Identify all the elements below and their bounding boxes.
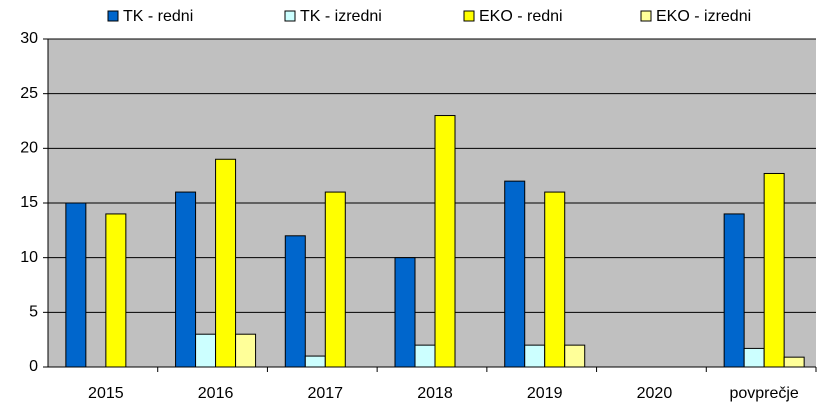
legend-label: EKO - redni [479, 8, 563, 25]
bar [105, 213, 127, 368]
y-tick-label: 25 [20, 85, 38, 102]
bar [434, 115, 456, 368]
x-tick-label: 2019 [527, 385, 563, 402]
bar [284, 235, 306, 368]
y-tick-label: 0 [29, 358, 38, 375]
bar [414, 344, 436, 368]
legend-label: TK - izredni [300, 8, 382, 25]
y-tick-label: 15 [20, 194, 38, 211]
bar [304, 355, 326, 368]
bar [65, 202, 87, 368]
bar [723, 213, 745, 368]
bar [504, 180, 526, 368]
legend-swatch [463, 10, 475, 22]
legend-label: EKO - izredni [656, 8, 751, 25]
bar [763, 172, 785, 368]
y-tick-label: 20 [20, 140, 38, 157]
legend-label: TK - redni [123, 8, 193, 25]
bar [394, 257, 416, 368]
bar [743, 347, 765, 368]
bar [524, 344, 546, 368]
y-tick-label: 5 [29, 304, 38, 321]
bar [544, 191, 566, 368]
y-tick-label: 10 [20, 249, 38, 266]
legend-swatch [284, 10, 296, 22]
legend-box [85, 0, 816, 34]
bar [215, 158, 237, 368]
x-tick-label: 2017 [307, 385, 343, 402]
legend-swatch [107, 10, 119, 22]
bar [324, 191, 346, 368]
x-tick-label: 2020 [637, 385, 673, 402]
bar [564, 344, 586, 368]
bar [783, 356, 805, 368]
x-tick-label: povprečje [729, 385, 798, 402]
x-tick-label: 2018 [417, 385, 453, 402]
bar [175, 191, 197, 368]
x-tick-label: 2016 [198, 385, 234, 402]
y-tick-label: 30 [20, 30, 38, 47]
bar [235, 333, 257, 368]
bar [195, 333, 217, 368]
x-tick-label: 2015 [88, 385, 124, 402]
legend-swatch [640, 10, 652, 22]
